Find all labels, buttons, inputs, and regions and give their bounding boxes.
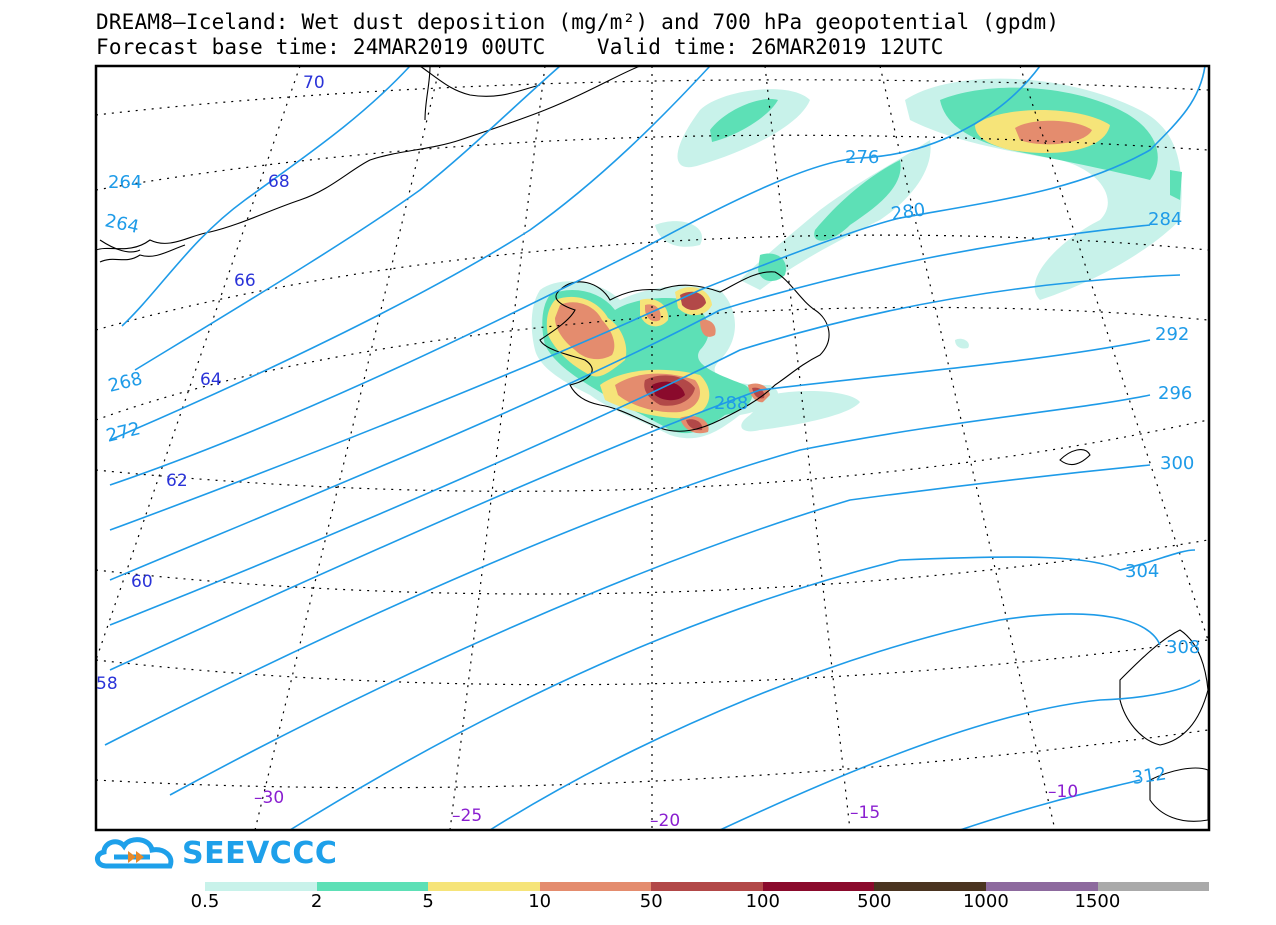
contour-label: 304 xyxy=(1125,561,1159,582)
legend-label: 1500 xyxy=(1074,891,1121,912)
legend-swatch xyxy=(1097,882,1210,891)
legend-label: 100 xyxy=(745,891,780,912)
contour-label: 280 xyxy=(890,199,927,225)
legend-swatch xyxy=(762,882,875,891)
lon-label: –25 xyxy=(452,806,482,826)
contour-label: 272 xyxy=(104,418,142,447)
contour-label: 276 xyxy=(845,147,879,168)
longitude-labels: –30 –25 –20 –15 –10 xyxy=(254,782,1078,831)
legend-label: 10 xyxy=(528,891,552,912)
contour-label: 292 xyxy=(1155,324,1189,345)
contour-label: 268 xyxy=(106,368,144,397)
lon-label: –10 xyxy=(1048,782,1078,802)
coastlines xyxy=(95,65,1209,822)
legend-label: 0.5 xyxy=(190,891,220,912)
contour-label: 264 xyxy=(103,210,141,238)
map-subtitle-times: Forecast base time: 24MAR2019 00UTC Vali… xyxy=(96,35,944,59)
contour-label: 288 xyxy=(714,393,748,414)
legend-label: 500 xyxy=(857,891,892,912)
lon-label: –20 xyxy=(650,811,680,831)
lon-label: –15 xyxy=(850,803,880,823)
color-scale-legend xyxy=(205,882,1210,891)
contour-label: 284 xyxy=(1148,209,1182,230)
lat-label: 66 xyxy=(234,271,256,291)
graticule xyxy=(95,65,1209,831)
legend-swatch xyxy=(428,882,540,891)
legend-swatch xyxy=(874,882,986,891)
lat-label: 58 xyxy=(96,674,118,694)
logo-text: SEEVCCC xyxy=(182,836,338,871)
dust-deposition-shading xyxy=(531,78,1182,439)
legend-label: 50 xyxy=(639,891,663,912)
lon-label: –30 xyxy=(254,788,284,808)
geopotential-contours xyxy=(104,65,1206,831)
cloud-arrow-icon xyxy=(95,837,174,869)
map-frame xyxy=(94,64,1211,832)
contour-label: 264 xyxy=(108,172,142,193)
contour-label: 312 xyxy=(1131,763,1168,789)
lat-label: 60 xyxy=(131,572,153,592)
lat-label: 70 xyxy=(303,73,325,93)
legend-label: 1000 xyxy=(962,891,1009,912)
legend-label: 2 xyxy=(310,891,323,912)
legend-swatch xyxy=(985,882,1098,891)
lat-label: 68 xyxy=(268,172,290,192)
map-title: DREAM8–Iceland: Wet dust deposition (mg/… xyxy=(96,10,1060,34)
contour-label: 300 xyxy=(1160,453,1194,474)
contour-label: 308 xyxy=(1166,637,1200,658)
latitude-labels: 70 68 66 64 62 60 58 xyxy=(96,73,325,694)
legend-swatch xyxy=(316,882,429,891)
legend-swatch xyxy=(539,882,652,891)
legend-swatch xyxy=(205,882,317,891)
lat-label: 64 xyxy=(200,370,222,390)
contour-label: 296 xyxy=(1158,383,1192,404)
legend-label: 5 xyxy=(422,891,434,912)
legend-swatch xyxy=(651,882,763,891)
lat-label: 62 xyxy=(166,471,188,491)
